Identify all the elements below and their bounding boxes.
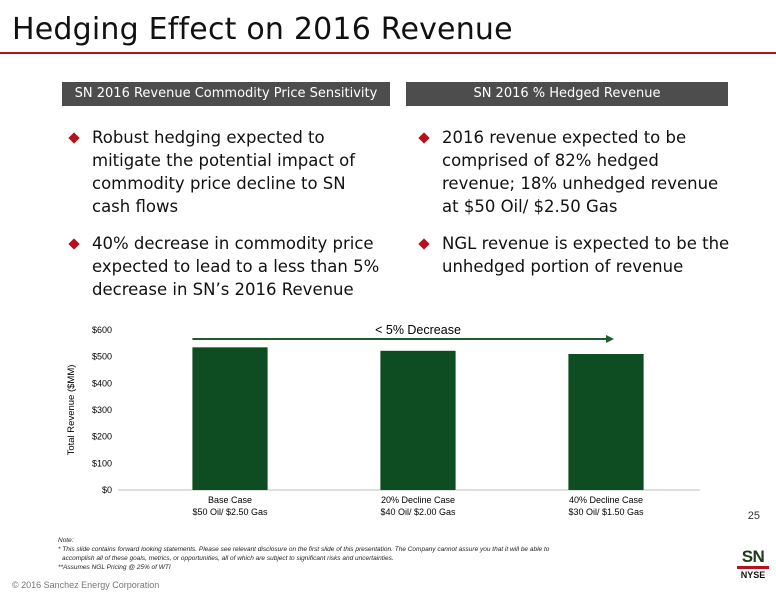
logo-text-sn: SN bbox=[741, 547, 765, 566]
bullet-text: Robust hedging expected to mitigate the … bbox=[92, 128, 356, 216]
y-tick-label: $400 bbox=[92, 378, 112, 388]
y-axis-title: Total Revenue ($MM) bbox=[66, 365, 77, 456]
bullet-text: 2016 revenue expected to be comprised of… bbox=[442, 128, 719, 216]
page-number: 25 bbox=[747, 510, 760, 522]
bullet-item: NGL revenue is expected to be the unhedg… bbox=[416, 232, 736, 278]
title-rule bbox=[0, 52, 776, 54]
company-logo: SN NYSE bbox=[737, 548, 769, 580]
y-tick-label: $500 bbox=[92, 352, 112, 362]
right-bullet-list: 2016 revenue expected to be comprised of… bbox=[416, 126, 736, 292]
bar bbox=[192, 347, 268, 490]
diamond-bullet-icon bbox=[418, 238, 430, 250]
x-category-label: $50 Oil/ $2.50 Gas bbox=[192, 507, 268, 517]
y-tick-label: $0 bbox=[102, 485, 112, 495]
notes-label: Note: bbox=[58, 537, 74, 544]
footnotes: Note: * This slide contains forward look… bbox=[58, 536, 618, 572]
y-tick-label: $300 bbox=[92, 405, 112, 415]
left-section-header: SN 2016 Revenue Commodity Price Sensitiv… bbox=[62, 82, 390, 106]
bars-group bbox=[192, 347, 644, 490]
note-line: accomplish all of these goals, metrics, … bbox=[62, 555, 394, 562]
bar bbox=[380, 350, 456, 490]
left-bullet-list: Robust hedging expected to mitigate the … bbox=[66, 126, 386, 315]
diamond-bullet-icon bbox=[68, 238, 80, 250]
copyright: © 2016 Sanchez Energy Corporation bbox=[12, 580, 160, 590]
x-category-label: $40 Oil/ $2.00 Gas bbox=[380, 507, 456, 517]
x-category-label: 20% Decline Case bbox=[381, 495, 455, 505]
diamond-bullet-icon bbox=[68, 132, 80, 144]
decrease-annotation: < 5% Decrease bbox=[375, 323, 461, 337]
bar bbox=[568, 354, 644, 490]
right-section-header: SN 2016 % Hedged Revenue bbox=[406, 82, 728, 106]
x-category-label: $30 Oil/ $1.50 Gas bbox=[568, 507, 644, 517]
y-tick-label: $100 bbox=[92, 458, 112, 468]
revenue-bar-chart: $0 $100 $200 $300 $400 $500 $600 Total Revenue… bbox=[66, 323, 700, 517]
bullet-item: Robust hedging expected to mitigate the … bbox=[66, 126, 386, 218]
category-labels: Base Case $50 Oil/ $2.50 Gas 20% Decline C… bbox=[192, 495, 644, 517]
bullet-item: 40% decrease in commodity price expected… bbox=[66, 232, 386, 301]
diamond-bullet-icon bbox=[418, 132, 430, 144]
y-tick-label: $600 bbox=[92, 325, 112, 335]
y-tick-label: $200 bbox=[92, 432, 112, 442]
y-axis-ticks: $0 $100 $200 $300 $400 $500 $600 bbox=[92, 325, 112, 495]
logo-accent-bar bbox=[737, 566, 769, 569]
logo-text-nyse: NYSE bbox=[740, 570, 766, 580]
x-category-label: 40% Decline Case bbox=[569, 495, 643, 505]
note-line: * This slide contains forward looking st… bbox=[58, 546, 550, 553]
bullet-text: 40% decrease in commodity price expected… bbox=[92, 234, 380, 299]
bullet-item: 2016 revenue expected to be comprised of… bbox=[416, 126, 736, 218]
bullet-text: NGL revenue is expected to be the unhedg… bbox=[442, 234, 730, 276]
note-line: **Assumes NGL Pricing @ 25% of WTI bbox=[58, 564, 171, 571]
x-category-label: Base Case bbox=[208, 495, 252, 505]
slide-title: Hedging Effect on 2016 Revenue bbox=[12, 12, 513, 47]
